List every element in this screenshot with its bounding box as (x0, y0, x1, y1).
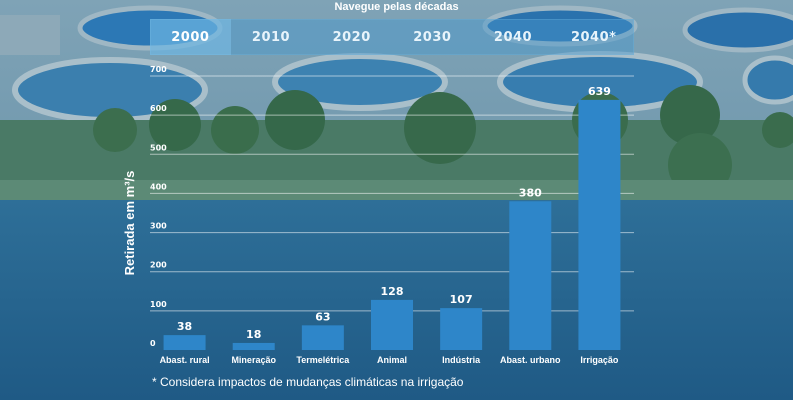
data-label: 18 (246, 328, 261, 341)
decade-tab-2000[interactable]: 2000 (150, 19, 231, 55)
data-label: 63 (315, 310, 330, 323)
data-label: 639 (588, 85, 611, 98)
footnote: * Considera impactos de mudanças climáti… (152, 375, 464, 389)
data-label: 38 (177, 320, 192, 333)
decade-tabs: 2000 2010 2020 2030 2040 2040* (150, 19, 634, 55)
data-label: 107 (450, 293, 473, 306)
decade-tab-2020[interactable]: 2020 (332, 29, 371, 45)
y-tick-label: 500 (150, 143, 167, 152)
bar (232, 342, 275, 350)
decade-tab-2040-star[interactable]: 2040* (570, 29, 617, 45)
y-tick-label: 400 (150, 182, 167, 191)
bar (578, 99, 621, 351)
decade-tab-2030[interactable]: 2030 (413, 29, 452, 45)
decade-tab-2010[interactable]: 2010 (251, 29, 291, 45)
data-label: 128 (381, 285, 404, 298)
x-tick-label: Abast. urbano (500, 355, 561, 365)
nav-title: Navegue pelas décadas (334, 1, 459, 13)
x-tick-label: Abast. rural (160, 355, 210, 365)
x-tick-label: Irrigação (580, 355, 619, 365)
x-tick-label: Indústria (442, 355, 481, 365)
y-tick-label: 0 (150, 339, 156, 348)
y-axis-label: Retirada em m³/s (122, 171, 137, 276)
y-tick-label: 100 (150, 300, 167, 309)
x-tick-label: Animal (377, 355, 407, 365)
bar (301, 325, 344, 350)
data-label: 380 (519, 186, 542, 199)
y-tick-label: 300 (150, 222, 167, 231)
y-tick-label: 700 (150, 65, 167, 74)
x-tick-label: Termelétrica (296, 355, 350, 365)
y-tick-label: 600 (150, 104, 167, 113)
y-tick-label: 200 (150, 261, 167, 270)
bar (509, 201, 552, 350)
bar (440, 308, 483, 350)
bar (163, 335, 206, 350)
x-tick-label: Mineração (231, 355, 276, 365)
bar (371, 299, 413, 350)
decade-tab-2040[interactable]: 2040 (493, 29, 533, 45)
